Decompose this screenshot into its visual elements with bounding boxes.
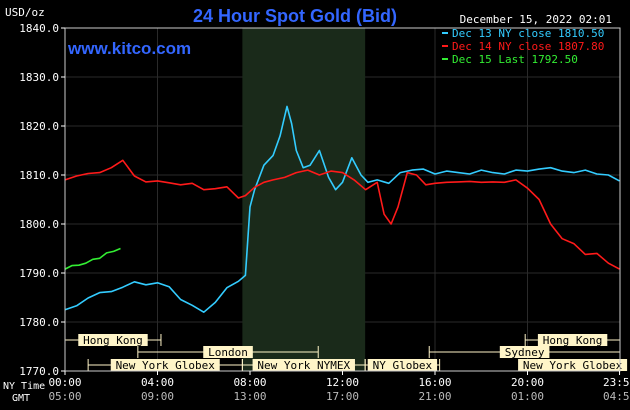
x-axis-label-gmt: GMT <box>12 393 30 404</box>
session-label-bg <box>110 359 220 371</box>
session-label-bg <box>499 346 550 358</box>
session-label: New York Globex <box>523 359 623 372</box>
chart-title: 24 Hour Spot Gold (Bid) <box>193 6 397 26</box>
y-tick-label: 1840.0 <box>19 22 59 35</box>
y-tick-label: 1810.0 <box>19 169 59 182</box>
x-tick-label-gmt: 01:00 <box>511 390 544 403</box>
timestamp: December 15, 2022 02:01 <box>460 13 612 26</box>
session-label-bg <box>367 359 438 371</box>
x-tick-label-ny: 16:00 <box>418 376 451 389</box>
series-line-2 <box>64 247 121 270</box>
session-label: Sydney <box>505 346 545 359</box>
x-tick-label-gmt: 05:00 <box>48 390 81 403</box>
session-label: New York NYMEX <box>257 359 350 372</box>
x-tick-label-gmt: 04:59 <box>603 390 630 403</box>
y-tick-label: 1790.0 <box>19 267 59 280</box>
y-tick-label: 1780.0 <box>19 316 59 329</box>
x-axis-label-ny: NY Time <box>3 381 45 392</box>
legend-entry: Dec 13 NY close 1810.50 <box>452 27 604 40</box>
y-axis-label: USD/oz <box>5 6 45 19</box>
session-label-bg <box>78 334 148 346</box>
x-tick-label-ny: 00:00 <box>48 376 81 389</box>
session-label-bg <box>252 359 355 371</box>
y-tick-label: 1770.0 <box>19 365 59 378</box>
price-series <box>64 105 620 314</box>
session-label-bg <box>518 359 628 371</box>
legend-entry: Dec 14 NY close 1807.80 <box>452 40 604 53</box>
series-line-0 <box>64 105 620 314</box>
session-label-bg <box>203 346 253 358</box>
session-label-bg <box>537 334 608 346</box>
y-tick-label: 1820.0 <box>19 120 59 133</box>
x-tick-label-ny: 12:00 <box>326 376 359 389</box>
x-tick-label-ny: 20:00 <box>511 376 544 389</box>
x-tick-label-gmt: 17:00 <box>326 390 359 403</box>
y-tick-label: 1800.0 <box>19 218 59 231</box>
y-tick-label: 1830.0 <box>19 71 59 84</box>
session-label: New York Globex <box>116 359 216 372</box>
x-tick-label-gmt: 09:00 <box>141 390 174 403</box>
site-link[interactable]: www.kitco.com <box>67 39 191 58</box>
session-label: London <box>208 346 248 359</box>
x-tick-label-ny: 04:00 <box>141 376 174 389</box>
session-label: Hong Kong <box>83 334 143 347</box>
y-axis-ticks: 1840.0 1830.0 1820.0 1810.0 1800.0 1790.0 1780… <box>19 22 65 378</box>
x-tick-label-gmt: 13:00 <box>233 390 266 403</box>
series-line-1 <box>64 159 620 270</box>
legend-entry: Dec 15 Last 1792.50 <box>452 53 578 66</box>
session-label: Hong Kong <box>543 334 603 347</box>
x-tick-label-ny: 08:00 <box>233 376 266 389</box>
session-label: NY Globex <box>373 359 433 372</box>
x-tick-label-ny: 23:59 <box>603 376 630 389</box>
nymex-session-shade <box>242 28 366 371</box>
nymex-shade-rect <box>242 28 366 371</box>
x-tick-label-gmt: 21:00 <box>418 390 451 403</box>
